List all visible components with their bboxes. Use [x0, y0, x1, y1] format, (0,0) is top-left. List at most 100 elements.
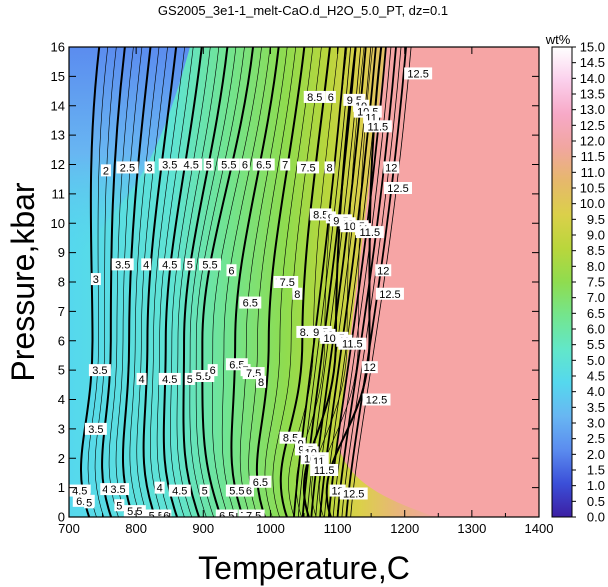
contour-line: [248, 47, 297, 517]
contour-line: [350, 47, 412, 517]
colorbar-tick-label: 4.5: [587, 369, 605, 384]
contour-label-bg: [362, 393, 391, 406]
contour-label-bg: [111, 258, 134, 271]
contour-label-bg: [84, 496, 95, 509]
contour-line: [230, 47, 280, 517]
colorbar-tick-label: 4.0: [587, 384, 605, 399]
colorbar-tick-label: 14.5: [580, 55, 605, 70]
contour-line: [341, 47, 402, 517]
contour-label-bg: [158, 372, 181, 385]
contour-label-bg: [375, 287, 404, 300]
contour-label: 2.5: [116, 161, 139, 174]
contour-label-text: 7: [282, 160, 288, 172]
colorbar-tick-label: 13.5: [580, 87, 605, 102]
contour-line: [94, 47, 117, 517]
contour-label-text: 11.5: [314, 465, 335, 477]
y-tick-label: 15: [51, 69, 65, 84]
contour-label-bg: [107, 483, 130, 496]
contour-label: 5.5: [225, 484, 248, 498]
colorbar-tick-label: 10.5: [580, 181, 605, 196]
contour-label: 7.5: [242, 509, 265, 517]
contour-line: [221, 47, 271, 517]
contour-label-bg: [242, 509, 265, 517]
x-tick-label: 800: [125, 521, 147, 536]
contour-label: 11.5: [310, 464, 339, 477]
low-value-region: [69, 47, 190, 260]
contour-label: 6: [226, 264, 237, 277]
colorbar-tick-label: 3.0: [587, 416, 605, 431]
contour-label-bg: [207, 364, 218, 377]
colorbar-tick-label: 9.5: [587, 212, 605, 227]
contour-label-text: 8: [294, 289, 300, 301]
contour-line: [239, 47, 288, 517]
contour-label-text: 7.5: [280, 277, 295, 289]
contour-label-bg: [168, 484, 191, 497]
contour-label-bg: [84, 422, 107, 435]
contour-line: [201, 47, 255, 517]
contour-label: 3.5: [84, 422, 107, 436]
contour-label-bg: [239, 158, 250, 171]
contour-label-bg: [303, 90, 326, 103]
contour-label: 5: [184, 372, 195, 386]
contour-label: 11.5: [355, 226, 384, 239]
contour-label-bg: [292, 287, 303, 300]
colorbar-tick-label: 11.0: [581, 165, 605, 180]
y-tick-label: 9: [58, 245, 65, 260]
contour-label: 6: [239, 158, 250, 172]
colorbar-tick-label: 1.0: [587, 478, 605, 493]
contour-label-bg: [355, 226, 384, 239]
x-tick-label: 900: [192, 521, 214, 536]
contour-line: [79, 47, 101, 517]
contour-label: 5.5: [145, 509, 168, 517]
contour-label: 8: [292, 287, 303, 301]
contour-label-text: 4.5: [172, 486, 187, 498]
contour-label: 5: [114, 499, 125, 512]
contour-label-bg: [123, 505, 146, 517]
contour-label: 5.5: [123, 505, 146, 518]
contour-label-text: 6.5: [243, 298, 258, 310]
y-tick-label: 4: [58, 392, 65, 407]
contour-label: 12.5: [375, 287, 404, 301]
contour-label-text: 11.5: [368, 121, 389, 133]
contour-line: [345, 47, 407, 517]
contour-label-bg: [158, 258, 181, 271]
contour-label-text: 6: [210, 365, 216, 377]
x-tick-label: 1000: [256, 521, 285, 536]
contour-label-text: 5: [206, 160, 212, 172]
contour-label: 12.5: [339, 487, 368, 501]
contour-label: 4.5: [158, 372, 181, 386]
contour-label-text: 3.5: [92, 365, 107, 377]
contour-label: 4: [154, 481, 165, 495]
contour-label-text: 2: [103, 165, 109, 177]
contour-label-bg: [276, 276, 299, 288]
x-tick-label: 1100: [324, 521, 352, 536]
contour-label-bg: [141, 258, 152, 271]
contour-label-bg: [217, 158, 240, 171]
contour-label: 12.5: [362, 393, 391, 407]
contour-label-text: 5.5: [127, 506, 142, 518]
contour-label: 2: [100, 164, 111, 177]
contour-line: [336, 47, 397, 517]
contour-label: 7: [280, 158, 291, 172]
contour-label-bg: [280, 158, 291, 171]
contour-label-bg: [249, 475, 272, 488]
contour-label-text: 12: [385, 162, 397, 174]
contour-label-bg: [184, 372, 195, 385]
contour-label-text: 3.5: [115, 259, 130, 271]
contour-label: 6: [207, 364, 218, 377]
contour-line: [136, 47, 168, 517]
contour-label-bg: [116, 161, 139, 174]
contour-line: [142, 47, 178, 517]
x-tick-label: 700: [58, 521, 80, 536]
contour-label-bg: [404, 67, 433, 80]
contour-label-bg: [310, 464, 339, 476]
contour-label: 3.5: [111, 258, 134, 271]
contour-labels: 2 2.5 3 3.5 4.5 5 5.5 6 6.5 7 7.5 833.5 4 4.5 5 5.5 66.5…: [69, 67, 433, 518]
contour-label-bg: [100, 483, 111, 496]
contour-label-text: 8.5: [283, 433, 298, 445]
contour-label-text: 11: [313, 456, 324, 468]
contour-label-text: 4: [157, 483, 163, 495]
contour-label-text: 5.5: [196, 371, 211, 383]
x-axis-ticks: 700 800 900 1000 1100 1200 1300 1400: [58, 47, 553, 536]
